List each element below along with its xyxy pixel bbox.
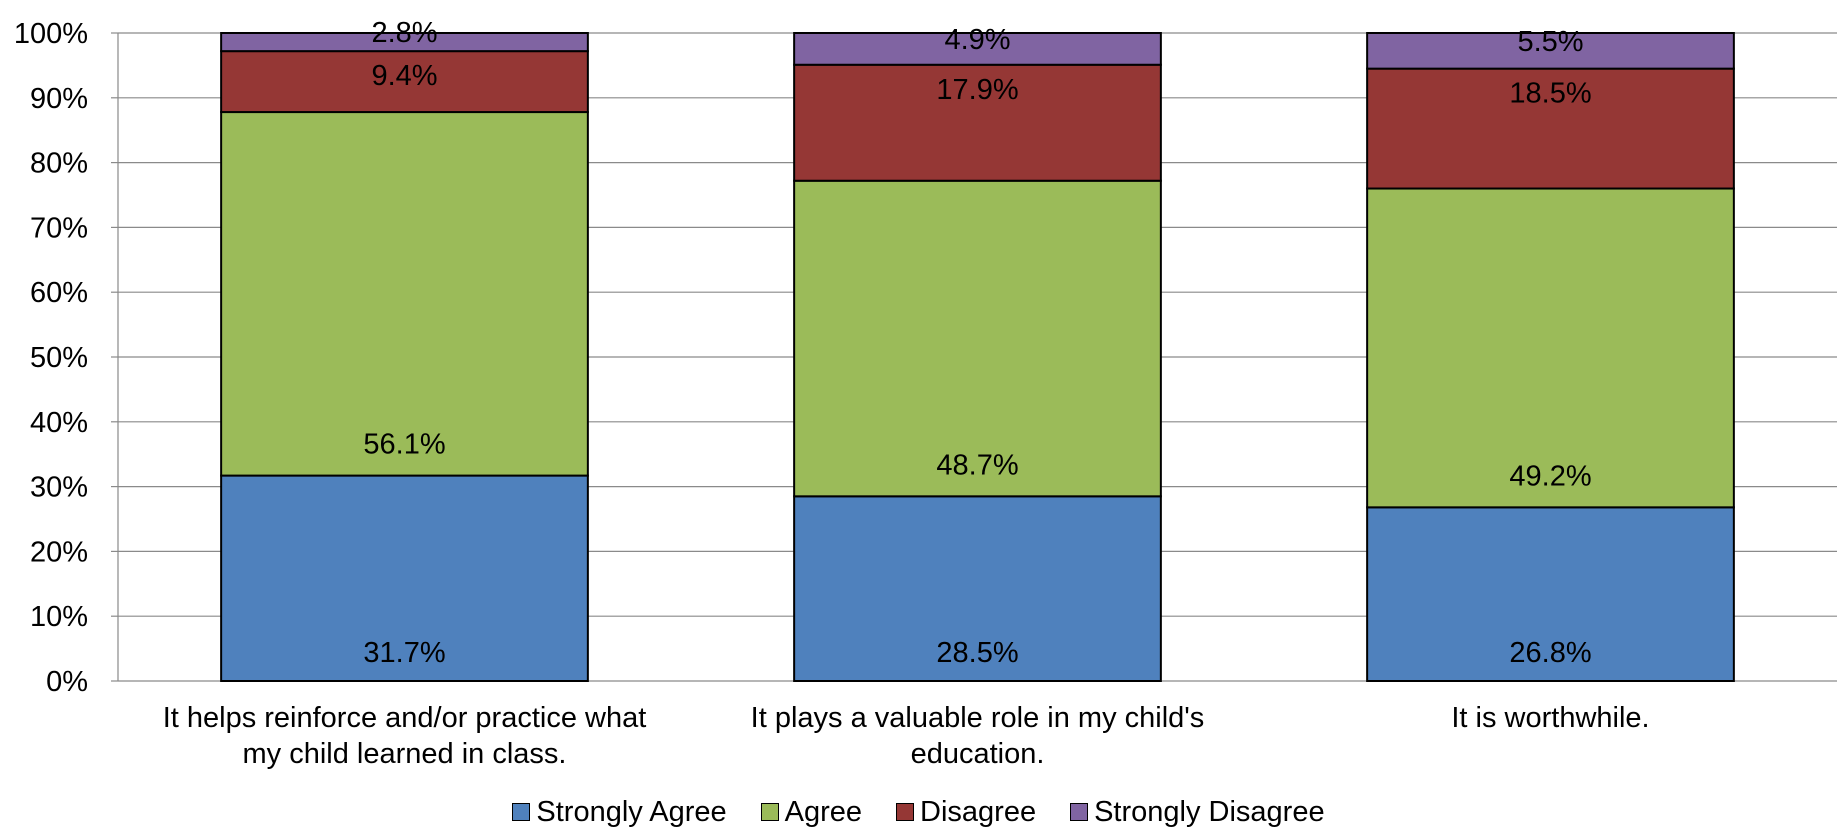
legend-swatch	[896, 803, 915, 821]
legend-swatch	[760, 803, 779, 821]
legend-item: Agree	[760, 795, 863, 829]
y-tick-label: 60%	[30, 277, 88, 309]
data-label: 5.5%	[1517, 26, 1583, 58]
data-label: 9.4%	[371, 60, 437, 92]
category-label: It is worthwhile.	[1451, 702, 1649, 734]
data-label: 26.8%	[1509, 637, 1591, 669]
bars	[220, 32, 1735, 683]
category-label: my child learned in class.	[243, 738, 567, 770]
y-tick-label: 20%	[30, 536, 88, 568]
legend-label: Strongly Disagree	[1094, 795, 1325, 828]
data-label: 4.9%	[944, 24, 1010, 56]
bar-segment-disagree	[1366, 67, 1735, 190]
data-label: 48.7%	[936, 449, 1018, 481]
bar-segment-agree	[793, 179, 1162, 498]
bar-segment-strongly-disagree	[220, 32, 589, 53]
legend-item: Disagree	[896, 796, 1036, 829]
y-tick-label: 10%	[30, 601, 88, 633]
category-label: It plays a valuable role in my child's	[751, 702, 1205, 734]
y-tick-label: 30%	[30, 472, 88, 504]
bar-segment-disagree	[793, 63, 1162, 182]
legend-label: Strongly Agree	[536, 795, 727, 828]
x-axis-categories: It helps reinforce and/or practice what m…	[163, 702, 1650, 770]
bar-segment-disagree	[220, 50, 589, 114]
y-tick-label: 50%	[30, 342, 88, 374]
y-tick-label: 70%	[30, 212, 88, 244]
data-labels: 31.7% 56.1% 9.4% 2.8% 28.5% 48.7% 17.9% 4.9% 26.…	[363, 17, 1591, 669]
y-tick-label: 80%	[30, 148, 88, 180]
bar-segment-strongly-disagree	[793, 32, 1162, 66]
legend-item: Strongly Agree	[512, 795, 727, 829]
data-label: 49.2%	[1509, 460, 1591, 492]
data-label: 18.5%	[1509, 78, 1591, 110]
y-tick-label: 0%	[46, 666, 88, 698]
data-label: 56.1%	[363, 429, 445, 461]
legend: Strongly Agree Agree Disagree Strongly Disa…	[0, 795, 1837, 829]
data-label: 2.8%	[371, 17, 437, 49]
bar-segment-strongly-disagree	[1366, 32, 1735, 70]
legend-swatch	[1070, 803, 1089, 821]
bar-segment-strongly-agree	[220, 474, 589, 683]
stacked-bar-chart: 0% 10% 20% 30% 40% 50% 60% 70% 80% 90% 100% 31.7% 5…	[14, 17, 1837, 770]
bar-segment-strongly-agree	[793, 495, 1162, 682]
category-label: education.	[911, 738, 1045, 770]
legend-item: Strongly Disagree	[1070, 796, 1325, 829]
legend-label: Disagree	[920, 795, 1037, 828]
bar-segment-strongly-agree	[1366, 506, 1735, 682]
data-label: 28.5%	[936, 637, 1018, 669]
data-label: 17.9%	[936, 74, 1018, 106]
legend-swatch	[512, 803, 531, 821]
y-tick-label: 100%	[14, 18, 88, 50]
y-tick-label: 90%	[30, 83, 88, 115]
category-label: It helps reinforce and/or practice what	[163, 702, 647, 734]
y-axis: 0% 10% 20% 30% 40% 50% 60% 70% 80% 90% 100%	[14, 18, 119, 698]
legend-label: Agree	[784, 795, 863, 828]
data-label: 31.7%	[363, 637, 445, 669]
y-tick-label: 40%	[30, 407, 88, 439]
bar-segment-agree	[220, 111, 589, 477]
